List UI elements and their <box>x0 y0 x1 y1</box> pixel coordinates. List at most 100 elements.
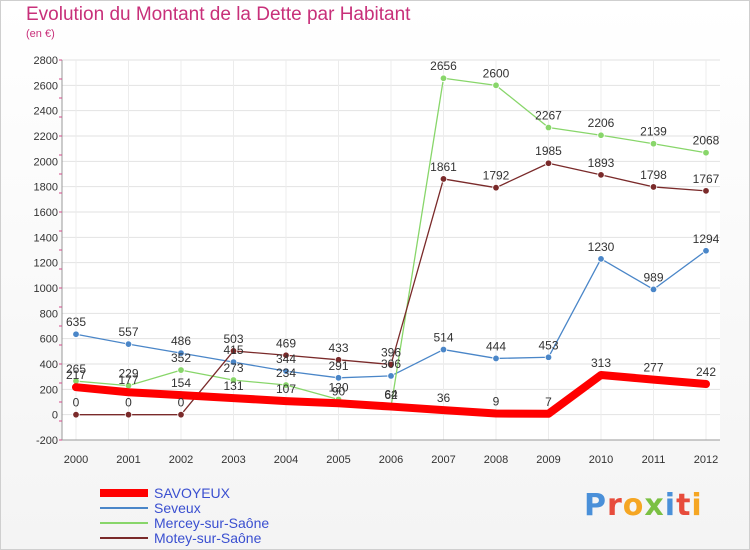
data-point <box>649 183 658 191</box>
legend-swatch <box>100 537 148 539</box>
data-point <box>597 171 605 179</box>
data-label: 217 <box>66 368 86 382</box>
data-label: 557 <box>118 325 138 339</box>
legend-swatch <box>100 522 148 524</box>
legend-label: SAVOYEUX <box>154 485 230 501</box>
y-tick-label: 200 <box>40 384 58 396</box>
data-label: 229 <box>118 367 138 381</box>
data-label: 514 <box>433 331 453 345</box>
data-point <box>282 367 290 375</box>
data-point <box>544 353 553 361</box>
data-point <box>387 372 395 380</box>
x-tick-label: 2004 <box>274 454 298 466</box>
x-tick-label: 2012 <box>694 454 718 466</box>
data-label: 396 <box>381 346 401 360</box>
data-point <box>492 354 500 363</box>
data-label: 469 <box>276 336 296 350</box>
y-tick-label: -200 <box>36 435 58 447</box>
data-point <box>597 255 605 263</box>
data-point <box>177 349 185 357</box>
x-tick-label: 2009 <box>536 454 560 466</box>
y-tick-label: 2800 <box>34 55 58 67</box>
data-point <box>229 347 238 355</box>
data-label: 242 <box>696 365 716 379</box>
y-tick-label: 1000 <box>34 283 58 295</box>
data-label: 90 <box>332 384 346 398</box>
legend-swatch <box>100 489 148 497</box>
data-label: 2068 <box>693 134 720 148</box>
data-point <box>72 410 80 419</box>
y-tick-label: 0 <box>52 410 58 422</box>
data-label: 352 <box>171 351 191 365</box>
y-tick-label: 1600 <box>34 207 58 219</box>
x-tick-label: 2003 <box>221 454 245 466</box>
data-point <box>492 183 500 192</box>
legend-label: Seveux <box>154 500 201 516</box>
data-point <box>439 345 448 354</box>
y-tick-label: 2600 <box>34 80 58 92</box>
data-label: 1798 <box>640 168 667 182</box>
data-label: 1767 <box>693 172 720 186</box>
data-point <box>334 374 343 382</box>
x-tick-label: 2011 <box>642 454 666 466</box>
data-label: 415 <box>223 343 243 357</box>
data-label: 2656 <box>430 59 457 73</box>
y-tick-label: 1400 <box>34 232 58 244</box>
x-tick-label: 2006 <box>379 454 403 466</box>
y-tick-label: 1800 <box>34 182 58 194</box>
data-point <box>439 74 448 82</box>
data-label: 313 <box>591 356 611 370</box>
y-tick-label: 2400 <box>34 106 58 118</box>
data-label: 444 <box>486 339 506 353</box>
x-tick-label: 2002 <box>169 454 193 466</box>
legend-item: Motey-sur-Saône <box>100 530 261 546</box>
x-tick-label: 2010 <box>589 454 613 466</box>
data-point <box>649 140 658 148</box>
data-label: 2139 <box>640 125 667 139</box>
x-tick-label: 2007 <box>431 454 455 466</box>
x-tick-label: 2001 <box>116 454 140 466</box>
legend-swatch <box>100 507 148 509</box>
data-label: 265 <box>66 362 86 376</box>
data-label: 291 <box>328 359 348 373</box>
data-label: 64 <box>384 388 398 402</box>
y-tick-label: 1200 <box>34 258 58 270</box>
series-line-0 <box>72 371 710 418</box>
data-point <box>334 356 343 364</box>
data-point <box>492 81 500 90</box>
data-label: 1294 <box>693 232 720 246</box>
y-tick-label: 400 <box>40 359 58 371</box>
data-label: 1230 <box>588 240 615 254</box>
data-point <box>229 376 238 384</box>
x-tick-label: 2005 <box>326 454 350 466</box>
data-point <box>72 330 80 338</box>
x-tick-label: 2008 <box>484 454 508 466</box>
data-point <box>124 410 133 419</box>
data-label: 1985 <box>535 144 562 158</box>
data-label: 0 <box>178 396 185 410</box>
data-label: 453 <box>538 338 558 352</box>
data-point <box>229 358 238 366</box>
data-point <box>282 351 290 359</box>
data-point <box>177 410 185 419</box>
data-label: 234 <box>276 366 296 380</box>
legend-label: Mercey-sur-Saône <box>154 515 270 531</box>
data-label: 2600 <box>483 66 510 80</box>
chart-title: Evolution du Montant de la Dette par Hab… <box>26 4 411 25</box>
data-point <box>124 340 133 348</box>
data-point <box>544 123 553 132</box>
data-label: 0 <box>73 396 80 410</box>
legend-label: Motey-sur-Saône <box>154 530 262 546</box>
data-point <box>597 131 605 139</box>
data-point <box>649 285 658 294</box>
data-label: 344 <box>276 352 296 366</box>
data-label: 486 <box>171 334 191 348</box>
data-label: 7 <box>545 395 552 409</box>
data-label: 177 <box>118 373 138 387</box>
data-label: 2267 <box>535 109 562 123</box>
y-tick-label: 800 <box>40 308 58 320</box>
data-label: 1893 <box>588 156 615 170</box>
legend-item: Seveux <box>100 500 201 516</box>
data-point <box>387 360 395 369</box>
y-tick-label: 2200 <box>34 131 58 143</box>
